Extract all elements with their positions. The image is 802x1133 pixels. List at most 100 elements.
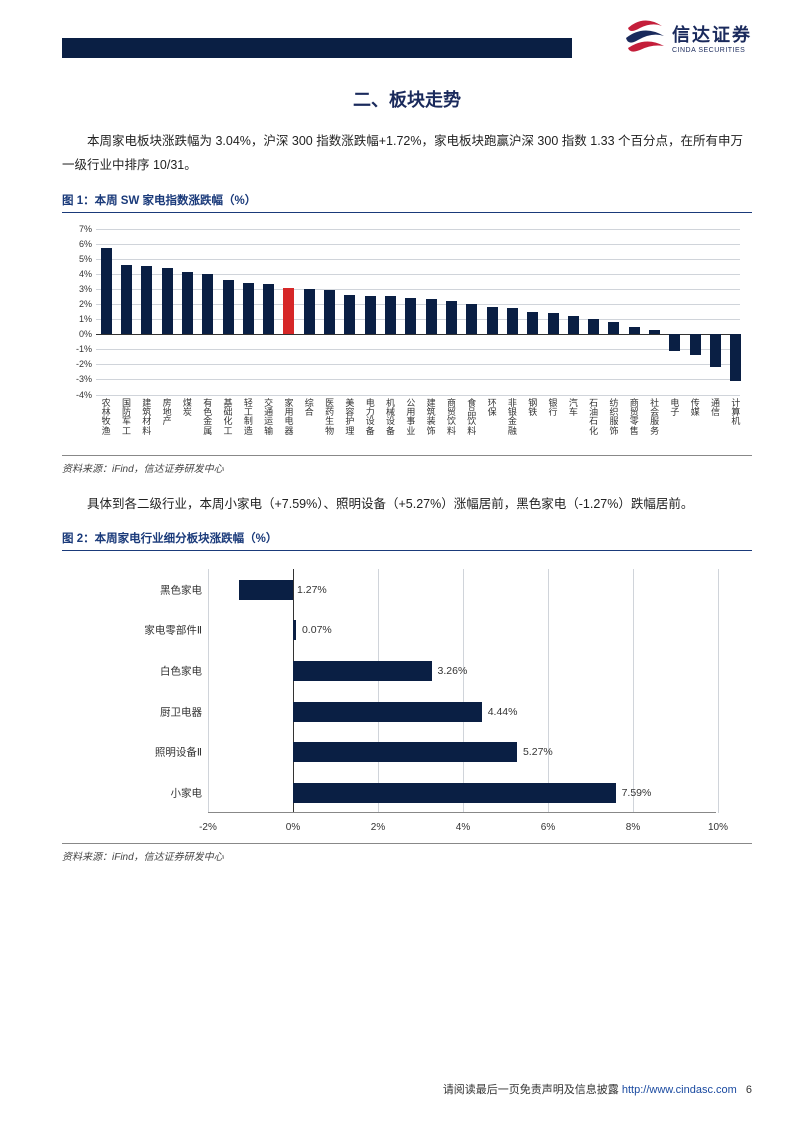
chart1-xlabel: 电子 (669, 399, 680, 418)
chart1-bar (365, 296, 376, 334)
chart1-bar (283, 288, 294, 334)
chart2-row: 黑色家电1.27% (208, 575, 716, 605)
chart1-xlabel: 商贸零售 (629, 399, 640, 437)
chart1-xlabel: 房地产 (162, 399, 173, 427)
chart2-bar (293, 742, 517, 762)
chart1-bar (162, 268, 173, 334)
chart2-xtick: 0% (286, 822, 300, 833)
chart2-ylabel: 黑色家电 (160, 582, 202, 597)
chart1-ytick: 6% (68, 239, 92, 249)
chart1-bar (629, 327, 640, 335)
chart1-xlabel: 基础化工 (223, 399, 234, 437)
chart2-bar (293, 702, 482, 722)
paragraph-2: 具体到各二级行业，本周小家电（+7.59%）、照明设备（+5.27%）涨幅居前，… (62, 493, 752, 517)
chart1-xlabel: 非银金融 (507, 399, 518, 437)
paragraph-1: 本周家电板块涨跌幅为 3.04%，沪深 300 指数涨跌幅+1.72%，家电板块… (62, 130, 752, 178)
chart1-bar (548, 313, 559, 334)
chart1-xlabel: 农林牧渔 (101, 399, 112, 437)
section-title: 二、板块走势 (62, 86, 752, 112)
chart2-ylabel: 家电零部件Ⅱ (144, 623, 202, 638)
chart1-bar (304, 289, 315, 334)
chart1-bar (182, 272, 193, 334)
header-bar (62, 38, 572, 58)
chart1-bar (466, 304, 477, 334)
chart1-xlabel: 国防军工 (121, 399, 132, 437)
chart1-xlabel: 机械设备 (385, 399, 396, 437)
chart1-xlabel: 传媒 (690, 399, 701, 418)
chart1-bar (527, 312, 538, 335)
chart1-xlabel: 汽车 (568, 399, 579, 418)
chart2-value-label: 4.44% (488, 706, 518, 718)
chart1-bar (263, 284, 274, 334)
chart2-row: 照明设备Ⅱ5.27% (208, 737, 716, 767)
chart2-xtick: 2% (371, 822, 385, 833)
chart1-ytick: 5% (68, 254, 92, 264)
logo-swirl-icon (622, 18, 666, 56)
chart1-ytick: 7% (68, 224, 92, 234)
chart1-ytick: 1% (68, 314, 92, 324)
chart1-ytick: 3% (68, 284, 92, 294)
chart1-xlabel: 食品饮料 (466, 399, 477, 437)
chart1-ytick: -1% (68, 344, 92, 354)
chart2-row: 厨卫电器4.44% (208, 697, 716, 727)
chart1-bar-chart: -4%-3%-2%-1%0%1%2%3%4%5%6%7%农林牧渔国防军工建筑材料… (68, 223, 746, 453)
chart2-bar (293, 783, 616, 803)
footer-link[interactable]: http://www.cindasc.com (622, 1084, 737, 1096)
chart1-xlabel: 商贸饮料 (446, 399, 457, 437)
chart1-bar (344, 295, 355, 334)
chart1-xlabel: 建筑装饰 (426, 399, 437, 437)
chart1-xlabel: 煤炭 (182, 399, 193, 418)
chart1-bar (324, 290, 335, 334)
chart1-xlabel: 石油石化 (588, 399, 599, 437)
chart2-bar (293, 661, 432, 681)
chart1-bar (405, 298, 416, 334)
chart2-bar (239, 580, 293, 600)
chart1-bar (446, 301, 457, 334)
chart2-ylabel: 白色家电 (160, 663, 202, 678)
chart2-row: 白色家电3.26% (208, 656, 716, 686)
chart1-xlabel: 有色金属 (202, 399, 213, 437)
chart1-bar (669, 334, 680, 351)
footer-text: 请阅读最后一页免责声明及信息披露 (443, 1084, 619, 1096)
chart1-bar (141, 266, 152, 334)
chart2-value-label: 5.27% (523, 746, 553, 758)
chart1-bar (507, 308, 518, 334)
chart2-bar (293, 620, 296, 640)
chart1-bar (730, 334, 741, 381)
chart1-xlabel: 纺织服饰 (608, 399, 619, 437)
page-content: 二、板块走势 本周家电板块涨跌幅为 3.04%，沪深 300 指数涨跌幅+1.7… (62, 80, 752, 881)
chart2-ylabel: 厨卫电器 (160, 704, 202, 719)
chart1-xlabel: 家用电器 (283, 399, 294, 437)
chart1-bar (649, 330, 660, 335)
chart1-xlabel: 电力设备 (365, 399, 376, 437)
chart1-title: 图 1：本周 SW 家电指数涨跌幅（%） (62, 192, 752, 213)
chart1-xlabel: 计算机 (730, 399, 741, 427)
chart1-xlabel: 通信 (710, 399, 721, 418)
chart2-source: 资料来源：iFind，信达证券研发中心 (62, 843, 752, 863)
chart2-xtick: 6% (541, 822, 555, 833)
chart1-bar (243, 283, 254, 334)
chart1-xlabel: 医药生物 (324, 399, 335, 437)
chart2-hbar-chart: -2%0%2%4%6%8%10%黑色家电1.27%家电零部件Ⅱ0.07%白色家电… (68, 561, 746, 841)
chart2-ylabel: 小家电 (171, 785, 203, 800)
brand-name-cn: 信达证券 (672, 21, 752, 47)
chart2-xtick: -2% (199, 822, 217, 833)
chart1-xlabel: 美容护理 (344, 399, 355, 437)
chart1-ytick: -2% (68, 359, 92, 369)
chart2-xtick: 10% (708, 822, 728, 833)
brand-name-en: CINDA SECURITIES (672, 47, 752, 54)
chart2-value-label: 3.26% (438, 665, 468, 677)
chart2-row: 家电零部件Ⅱ0.07% (208, 615, 716, 645)
chart1-bar (608, 322, 619, 334)
chart2-ylabel: 照明设备Ⅱ (155, 745, 202, 760)
page-footer: 请阅读最后一页免责声明及信息披露 http://www.cindasc.com … (443, 1081, 752, 1097)
chart2-value-label: 0.07% (302, 624, 332, 636)
chart1-xlabel: 社会服务 (649, 399, 660, 437)
page-number: 6 (746, 1084, 752, 1096)
chart1-bar (385, 296, 396, 334)
chart1-ytick: -4% (68, 390, 92, 400)
chart1-bar (487, 307, 498, 334)
chart1-xlabel: 建筑材料 (141, 399, 152, 437)
chart1-xlabel: 交通运输 (263, 399, 274, 437)
chart1-xlabel: 环保 (487, 399, 498, 418)
